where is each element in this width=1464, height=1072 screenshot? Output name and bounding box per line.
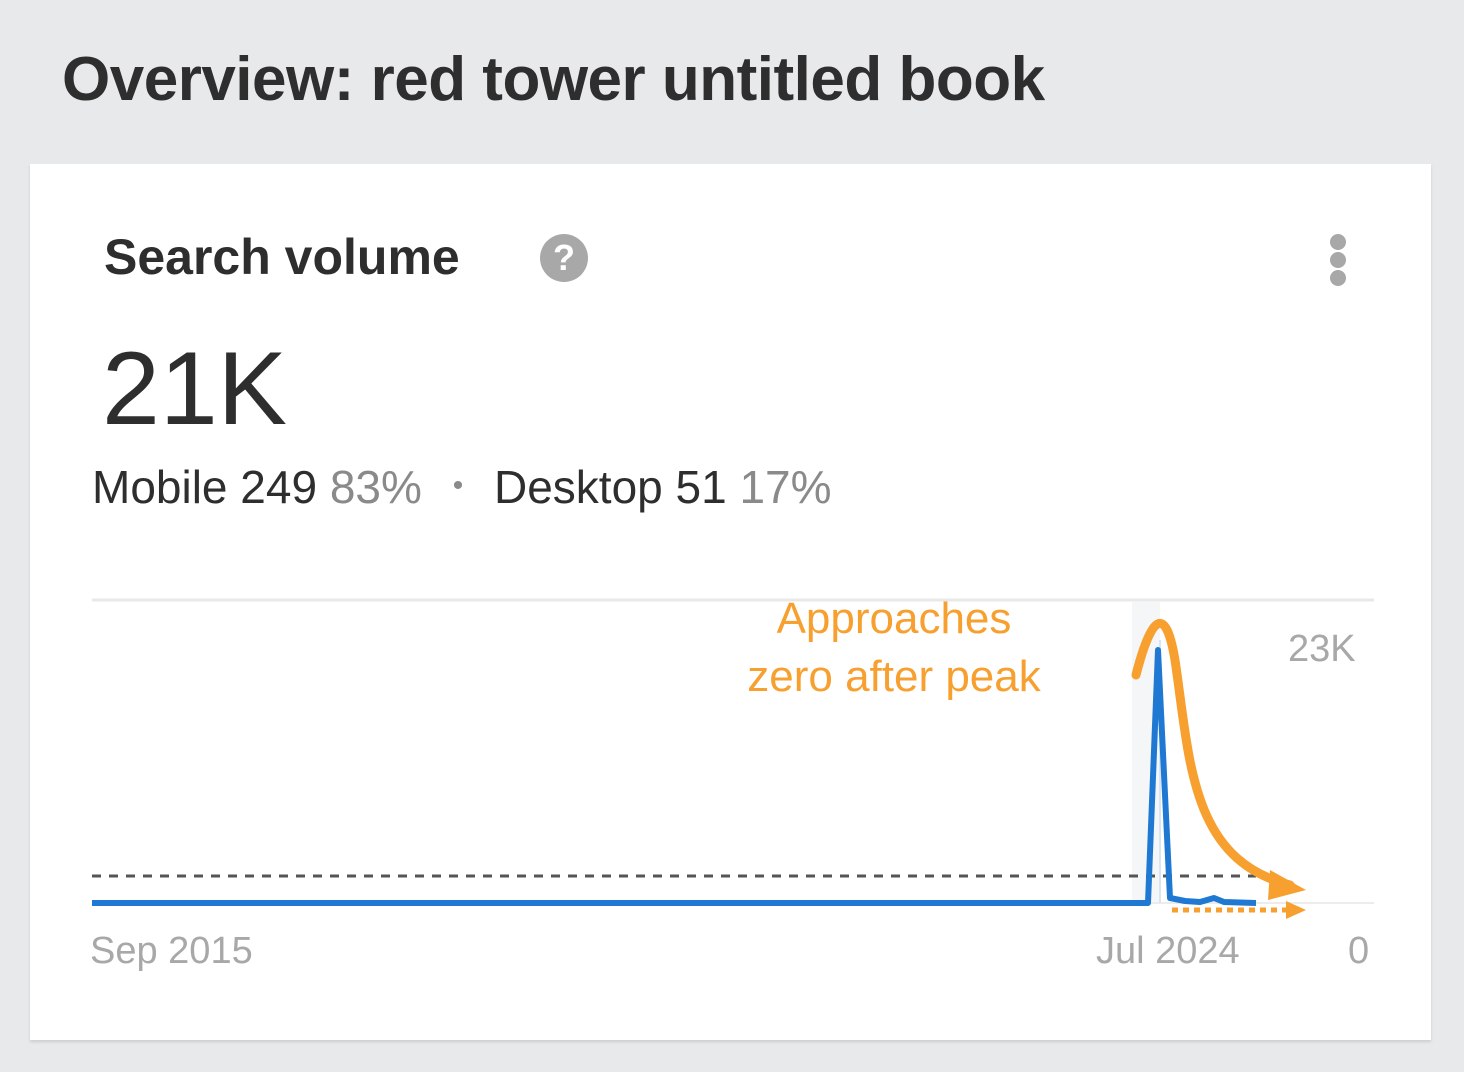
desktop-pct: 17%: [739, 461, 832, 513]
mobile-pct: 83%: [329, 461, 422, 513]
x-end-label: Jul 2024: [1096, 930, 1240, 972]
annotation-text: Approaches zero after peak: [720, 590, 1068, 706]
search-volume-card: Search volume ? 21K Mobile 249 83% • Des…: [30, 164, 1431, 1040]
x-start-label: Sep 2015: [90, 930, 253, 972]
annotation-curve-arrow: [1131, 618, 1295, 890]
annotation-line-2: zero after peak: [747, 652, 1041, 701]
arrowhead-icon: [1268, 870, 1306, 900]
device-breakdown: Mobile 249 83% • Desktop 51 17%: [92, 460, 832, 514]
desktop-label: Desktop: [493, 461, 663, 513]
y-min-label: 0: [1348, 930, 1370, 972]
more-vertical-icon[interactable]: [1328, 234, 1348, 286]
mobile-value: 249: [240, 461, 318, 513]
y-max-label: 23K: [1288, 628, 1356, 670]
page-title: Overview: red tower untitled book: [62, 45, 1045, 114]
dotted-arrowhead-icon: [1286, 901, 1306, 919]
search-volume-value: 21K: [102, 331, 288, 447]
mobile-label: Mobile: [92, 461, 228, 513]
question-circle-icon[interactable]: ?: [540, 234, 588, 282]
search-volume-line: [92, 647, 1257, 906]
annotation-line-1: Approaches: [776, 594, 1012, 643]
desktop-value: 51: [675, 461, 727, 513]
separator-dot: •: [452, 469, 464, 502]
card-title: Search volume: [104, 229, 460, 285]
